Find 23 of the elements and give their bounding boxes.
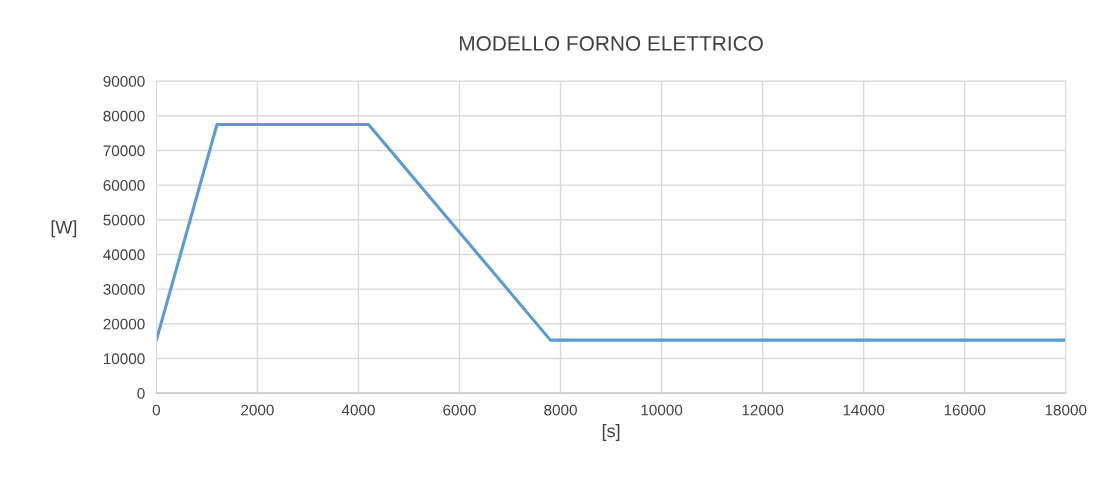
y-tick-label: 50000 [103,214,145,226]
y-tick-label: 10000 [103,353,145,365]
x-tick-label: 8000 [544,404,577,416]
x-tick-label: 0 [152,404,161,416]
x-axis-title: [s] [602,424,620,441]
x-tick-label: 14000 [843,404,885,416]
y-tick-label: 90000 [103,76,145,87]
x-tick-label: 18000 [1045,404,1087,416]
x-tick-label: 10000 [641,404,683,416]
y-tick-label: 0 [137,388,145,399]
y-tick-label: 80000 [103,110,145,122]
y-tick-label: 70000 [103,145,145,157]
y-tick-label: 60000 [103,180,145,191]
y-tick-label: 30000 [103,284,145,295]
y-axis-title: [W] [51,220,77,238]
y-tick-label: 40000 [103,249,145,261]
x-tick-label: 4000 [341,404,375,416]
x-tick-label: 2000 [241,404,274,416]
y-tick-label: 20000 [103,318,145,330]
chart-title: MODELLO FORNO ELETTRICO [459,36,763,51]
x-tick-label: 16000 [944,404,986,416]
x-tick-label: 12000 [742,404,784,416]
x-tick-label: 6000 [443,404,476,416]
